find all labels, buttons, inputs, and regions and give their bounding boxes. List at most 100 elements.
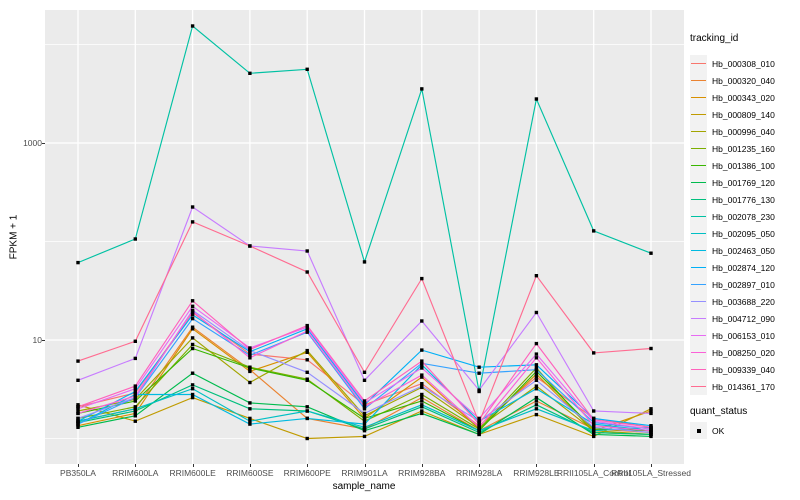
data-point <box>76 419 80 423</box>
data-point <box>133 339 137 343</box>
legend-item-label: Hb_003688_220 <box>712 296 775 307</box>
data-point <box>649 425 653 429</box>
x-tick-mark <box>78 464 79 467</box>
x-tick-label: RRII105LA_Control <box>556 468 631 478</box>
x-tick-mark <box>192 464 194 467</box>
legend-key-line-icon <box>691 351 706 354</box>
legend-item: Hb_002095_050 <box>688 224 800 242</box>
legend-key <box>690 224 707 242</box>
data-point <box>248 380 252 385</box>
data-point <box>420 375 424 379</box>
legend-key <box>690 156 707 174</box>
legend-key-line-icon <box>691 385 706 388</box>
legend-key <box>690 241 707 259</box>
data-point <box>592 434 596 439</box>
data-point <box>190 313 195 317</box>
legend-item: Hb_001386_100 <box>688 156 800 174</box>
data-point <box>362 425 367 429</box>
data-point <box>534 310 539 315</box>
legend-item: Hb_001776_130 <box>688 190 800 208</box>
data-point <box>133 407 137 411</box>
data-point <box>76 260 80 265</box>
data-point <box>420 405 424 409</box>
x-tick-mark <box>479 464 481 467</box>
legend-key <box>690 207 707 225</box>
data-point <box>592 351 596 355</box>
data-point <box>133 419 137 423</box>
data-point <box>133 411 137 416</box>
data-point <box>190 316 195 321</box>
x-tick-label: RRIM600SE <box>226 468 274 478</box>
data-point <box>649 346 653 351</box>
data-point <box>190 336 195 340</box>
data-point <box>190 395 195 400</box>
legend-key <box>690 139 707 157</box>
data-point <box>420 395 424 400</box>
data-point <box>420 348 424 352</box>
data-point <box>305 329 309 333</box>
data-point <box>534 399 539 403</box>
legend-item-label: Hb_002897_010 <box>712 279 775 290</box>
data-point <box>133 399 137 403</box>
data-point <box>305 358 309 362</box>
legend-item-label: Hb_001776_130 <box>712 194 775 205</box>
point-square-icon <box>696 428 701 433</box>
data-point <box>534 407 539 411</box>
legend-item: Hb_000308_010 <box>688 54 800 72</box>
data-point <box>534 387 539 391</box>
data-point <box>477 432 481 437</box>
legend-key <box>690 88 707 106</box>
x-tick-label: RRIM600LE <box>169 468 216 478</box>
legend-key <box>690 377 707 395</box>
data-point <box>248 353 252 357</box>
data-point <box>248 369 252 374</box>
data-point <box>190 205 195 209</box>
data-point <box>534 369 539 374</box>
data-point <box>420 373 424 377</box>
data-point <box>420 411 424 416</box>
plot-panel <box>45 10 684 464</box>
quant-legend-key <box>690 422 707 439</box>
data-point <box>362 416 367 421</box>
data-point <box>305 323 309 328</box>
x-tick-mark <box>651 464 652 467</box>
legend-key <box>690 122 707 140</box>
data-point <box>534 356 539 360</box>
data-point <box>362 403 367 407</box>
data-point <box>190 387 195 391</box>
legend-item-label: Hb_001235_160 <box>712 143 775 154</box>
legend-key-line-icon <box>691 62 706 65</box>
legend-key-line-icon <box>691 368 706 371</box>
legend-item-label: Hb_004712_090 <box>712 313 775 324</box>
data-point <box>362 407 367 411</box>
data-point <box>133 387 137 391</box>
data-point <box>534 274 539 278</box>
legend-key-line-icon <box>691 334 706 337</box>
data-point <box>420 409 424 413</box>
legend-item-label: Hb_008250_020 <box>712 347 775 358</box>
x-tick-label: RRIM928LE <box>513 468 560 478</box>
data-point <box>190 327 195 331</box>
data-point <box>534 384 539 388</box>
data-point <box>420 361 424 365</box>
data-point <box>649 434 653 439</box>
x-tick-mark <box>421 464 423 467</box>
legend-key <box>690 258 707 276</box>
legend-item: Hb_009339_040 <box>688 360 800 378</box>
data-point <box>76 416 80 421</box>
x-tick-mark <box>307 464 309 467</box>
data-point <box>133 409 137 413</box>
data-point <box>592 229 596 233</box>
legend-item-label: Hb_002095_050 <box>712 228 775 239</box>
data-point <box>305 436 309 441</box>
legend-item: Hb_008250_020 <box>688 343 800 361</box>
legend-item-label: Hb_000809_140 <box>712 109 775 120</box>
data-point <box>305 348 309 353</box>
legend-key-line-icon <box>691 266 706 269</box>
plot-canvas <box>45 10 684 464</box>
legend-item: Hb_001235_160 <box>688 139 800 157</box>
data-point <box>305 416 309 421</box>
legend-item-label: Hb_000996_040 <box>712 126 775 137</box>
data-point <box>534 97 539 101</box>
